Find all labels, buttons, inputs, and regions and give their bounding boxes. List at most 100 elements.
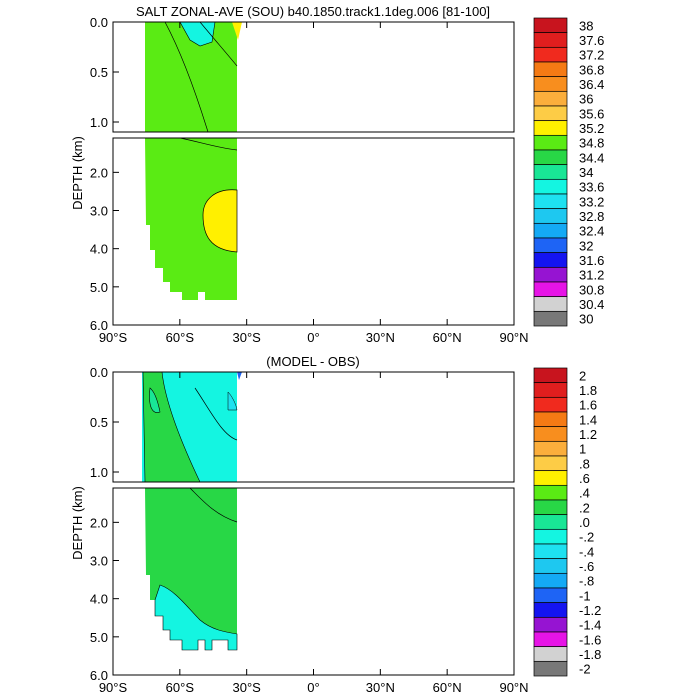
colorbar-swatch [533,499,568,516]
contour-fill-lower-2 [145,487,238,651]
colorbar-label: -1.2 [579,603,601,618]
colorbar-swatch [533,310,568,327]
y-ticks-lower-2: 2.0 3.0 4.0 5.0 6.0 [90,515,119,683]
chart-title-2: (MODEL - OBS) [266,354,359,369]
colorbar-label: .2 [579,500,590,515]
colorbar-label: .0 [579,515,590,530]
colorbar-swatch [533,76,568,92]
colorbar-label: 36 [579,92,593,107]
colorbar-label: 37.2 [579,48,604,63]
colorbar-swatch [533,281,568,298]
colorbar-label: 32 [579,238,593,253]
colorbar-label: .8 [579,456,590,471]
colorbar-swatch [533,602,568,618]
y-tick-label: 0.0 [90,15,108,30]
x-ticks-2: 90°S 60°S 30°S 0° 30°N 60°N 90°N [99,372,529,695]
colorbar-swatch [533,164,568,180]
colorbar-swatch [533,193,568,210]
colorbar-swatch [533,646,568,662]
colorbar-swatch [533,105,568,122]
colorbar-swatch [533,558,568,574]
colorbar-label: 30.4 [579,297,604,312]
colorbar-swatch [533,222,568,239]
colorbar-swatch [533,90,568,107]
colorbar-label: .6 [579,471,590,486]
colorbar-label: 38 [579,18,593,33]
colorbar-2: 21.81.61.41.21.8.6.4.2.0-.2-.4-.6-.8-1-1… [533,367,601,677]
x-tick-label: 0° [307,680,319,695]
y-tick-label: 5.0 [90,630,108,645]
y-tick-label: 3.0 [90,554,108,569]
x-tick-label: 30°N [366,330,395,345]
y-axis-label-1: DEPTH (km) [70,136,85,210]
colorbar-swatch [533,543,568,560]
colorbar-label: .4 [579,486,590,501]
colorbar-label: 30 [579,312,593,327]
x-tick-label: 60°N [433,680,462,695]
colorbar-label: 33.6 [579,180,604,195]
colorbar-swatch [533,440,568,457]
colorbar-swatch [533,17,568,34]
x-tick-label: 30°S [232,680,261,695]
colorbar-swatch [533,455,568,472]
contour-fill-upper-2 [142,371,242,483]
colorbar-label: 34 [579,165,593,180]
colorbar-1: 3837.637.236.836.43635.635.234.834.43433… [533,17,604,327]
y-tick-label: 2.0 [90,515,108,530]
colorbar-label: 31.6 [579,253,604,268]
colorbar-label: 34.4 [579,150,604,165]
colorbar-swatch [533,296,568,312]
colorbar-swatch [533,46,568,63]
colorbar-label: 35.2 [579,121,604,136]
contour-fill-lower-1 [145,137,238,300]
y-tick-label: 4.0 [90,592,108,607]
chart-title-1: SALT ZONAL-AVE (SOU) b40.1850.track1.1de… [136,4,490,19]
colorbar-swatch [533,208,568,224]
colorbar-label: 1.6 [579,398,597,413]
colorbar-swatch [533,61,568,78]
y-tick-label: 6.0 [90,318,108,333]
panel-salinity: SALT ZONAL-AVE (SOU) b40.1850.track1.1de… [70,4,604,345]
colorbar-swatch [533,134,568,151]
colorbar-label: 30.8 [579,282,604,297]
colorbar-swatch [533,32,568,48]
y-tick-label: 0.0 [90,365,108,380]
y-tick-label: 4.0 [90,242,108,257]
x-tick-label: 60°S [166,330,195,345]
x-tick-label: 0° [307,330,319,345]
colorbar-label: -.8 [579,574,594,589]
y-tick-label: 1.0 [90,465,108,480]
y-ticks-upper-1: 0.0 0.5 1.0 [90,15,119,130]
colorbar-swatch [533,572,568,589]
colorbar-label: 32.8 [579,209,604,224]
x-ticks-1: 90°S 60°S 30°S 0° 30°N 60°N 90°N [99,22,529,345]
colorbar-label: 32.4 [579,224,604,239]
contour-fill-upper-1 [145,21,242,133]
colorbar-label: -.2 [579,530,594,545]
colorbar-swatch [533,178,568,195]
colorbar-swatch [533,470,568,486]
y-tick-label: 5.0 [90,280,108,295]
panel-model-minus-obs: (MODEL - OBS) DEPTH (km) 0.00.51.0 2.03.… [70,354,601,695]
y-tick-label: 1.0 [90,115,108,130]
colorbar-label: 36.4 [579,77,604,92]
y-ticks-upper-2: 0.0 0.5 1.0 [90,365,119,480]
colorbar-swatch [533,514,568,530]
colorbar-swatch [533,266,568,283]
colorbar-label: 2 [579,368,586,383]
y-ticks-lower-1: 2.0 3.0 4.0 5.0 6.0 [90,165,119,333]
colorbar-swatch [533,426,568,442]
colorbar-swatch [533,396,568,413]
colorbar-label: -.6 [579,559,594,574]
x-tick-label: 90°S [99,330,128,345]
colorbar-label: 36.8 [579,62,604,77]
colorbar-swatch [533,367,568,384]
x-tick-label: 90°N [499,680,528,695]
colorbar-label: 1.4 [579,412,597,427]
colorbar-swatch [533,237,568,254]
colorbar-swatch [533,382,568,398]
colorbar-label: -1.8 [579,647,601,662]
colorbar-label: 37.6 [579,33,604,48]
colorbar-swatch [533,484,568,501]
y-tick-label: 6.0 [90,668,108,683]
